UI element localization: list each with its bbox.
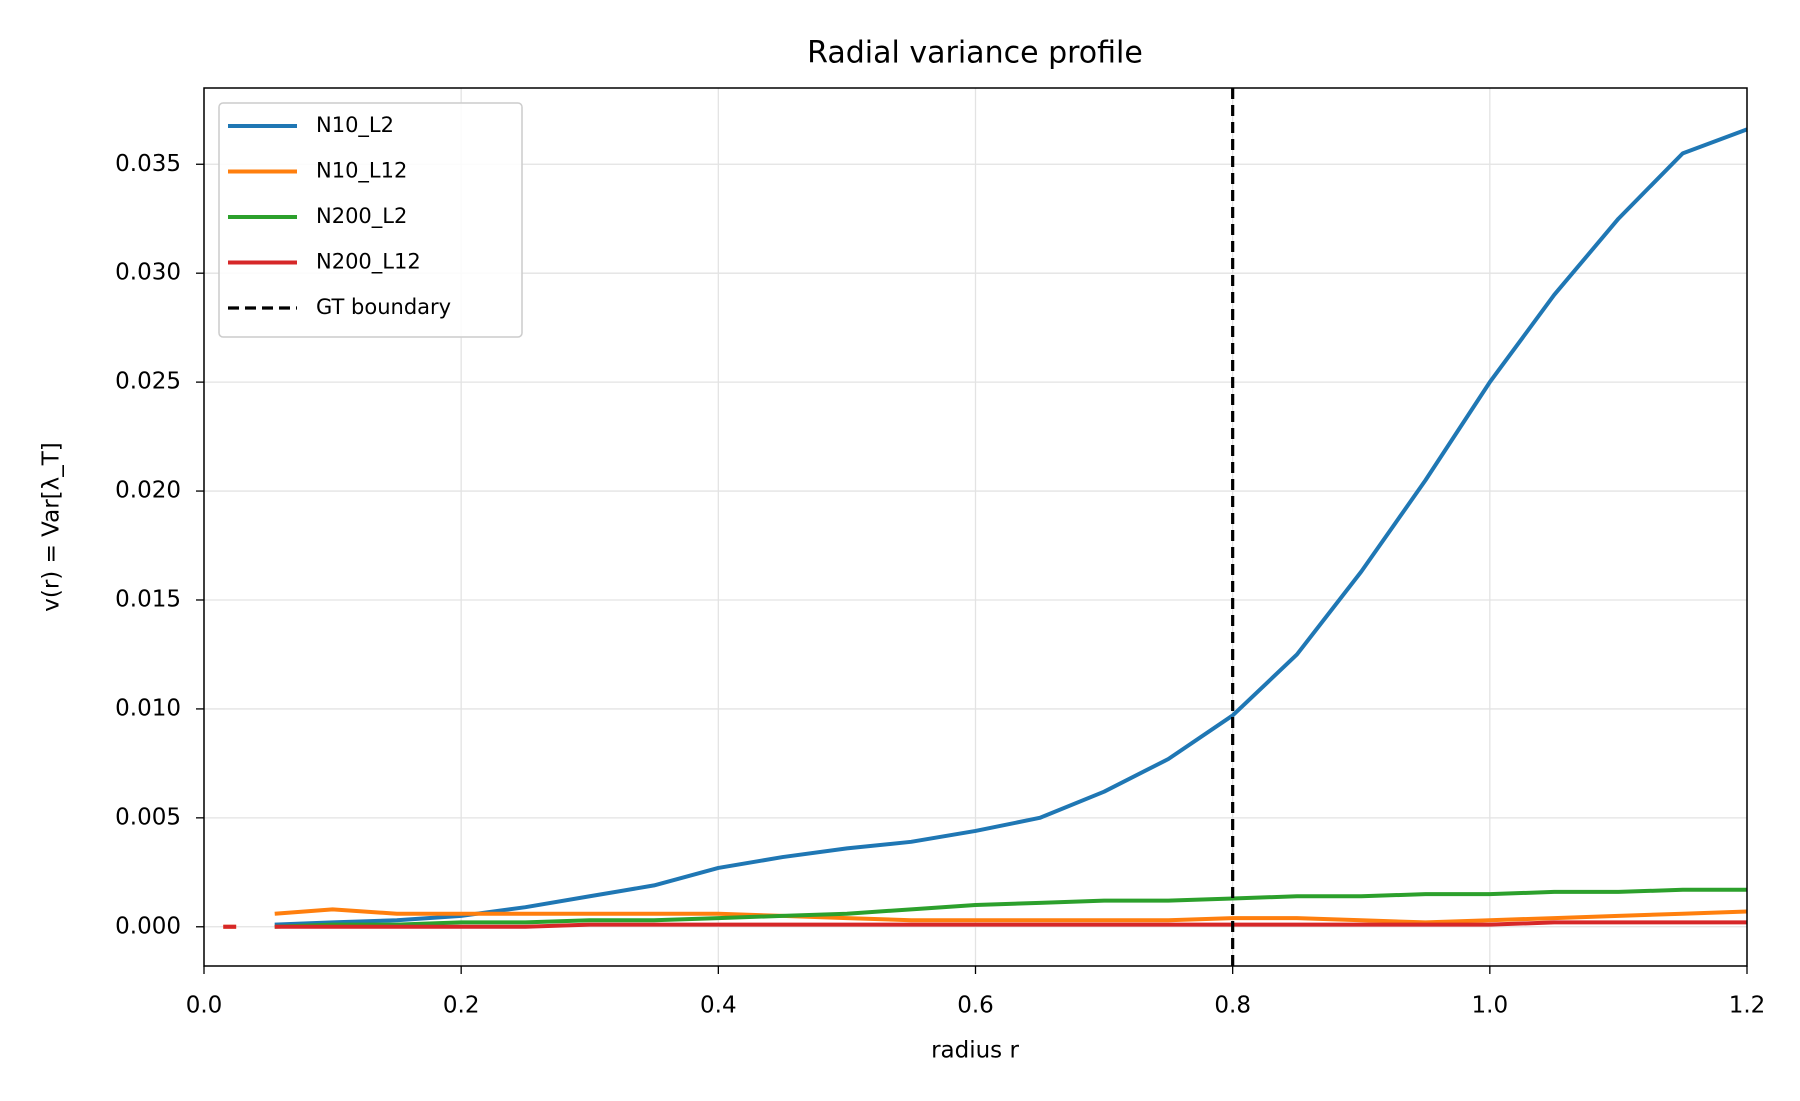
- x-tick-label: 1.2: [1729, 993, 1766, 1019]
- y-tick-label: 0.035: [115, 151, 181, 177]
- legend-label: N10_L12: [316, 159, 407, 184]
- x-tick-label: 0.8: [1214, 993, 1251, 1019]
- series-line: [223, 920, 1747, 929]
- x-tick-label: 0.6: [957, 993, 994, 1019]
- y-axis-label: v(r) = Var[λ_T]: [39, 442, 65, 612]
- y-tick-label: 0.030: [115, 260, 181, 286]
- y-tick-label: 0.010: [115, 695, 181, 721]
- legend-label: N10_L2: [316, 113, 394, 138]
- y-tick-label: 0.015: [115, 586, 181, 612]
- plot-frame: [203, 87, 1748, 967]
- y-tick-label: 0.005: [115, 804, 181, 830]
- legend-label: N200_L2: [316, 204, 407, 229]
- series-line: [274, 887, 1747, 929]
- y-tick-label: 0.020: [115, 478, 181, 504]
- legend-label: N200_L12: [316, 250, 421, 275]
- chart-title: Radial variance profile: [807, 36, 1143, 71]
- x-tick-label: 0.2: [443, 993, 480, 1019]
- series-line: [274, 127, 1748, 927]
- x-tick-label: 0.4: [700, 993, 737, 1019]
- x-tick-label: 1.0: [1472, 993, 1509, 1019]
- x-tick-label: 0.0: [186, 993, 223, 1019]
- y-tick-label: 0.000: [115, 913, 181, 939]
- x-axis-label: radius r: [931, 1038, 1019, 1064]
- legend-label: GT boundary: [316, 295, 451, 319]
- legend-box: [218, 102, 523, 338]
- y-tick-label: 0.025: [115, 369, 181, 395]
